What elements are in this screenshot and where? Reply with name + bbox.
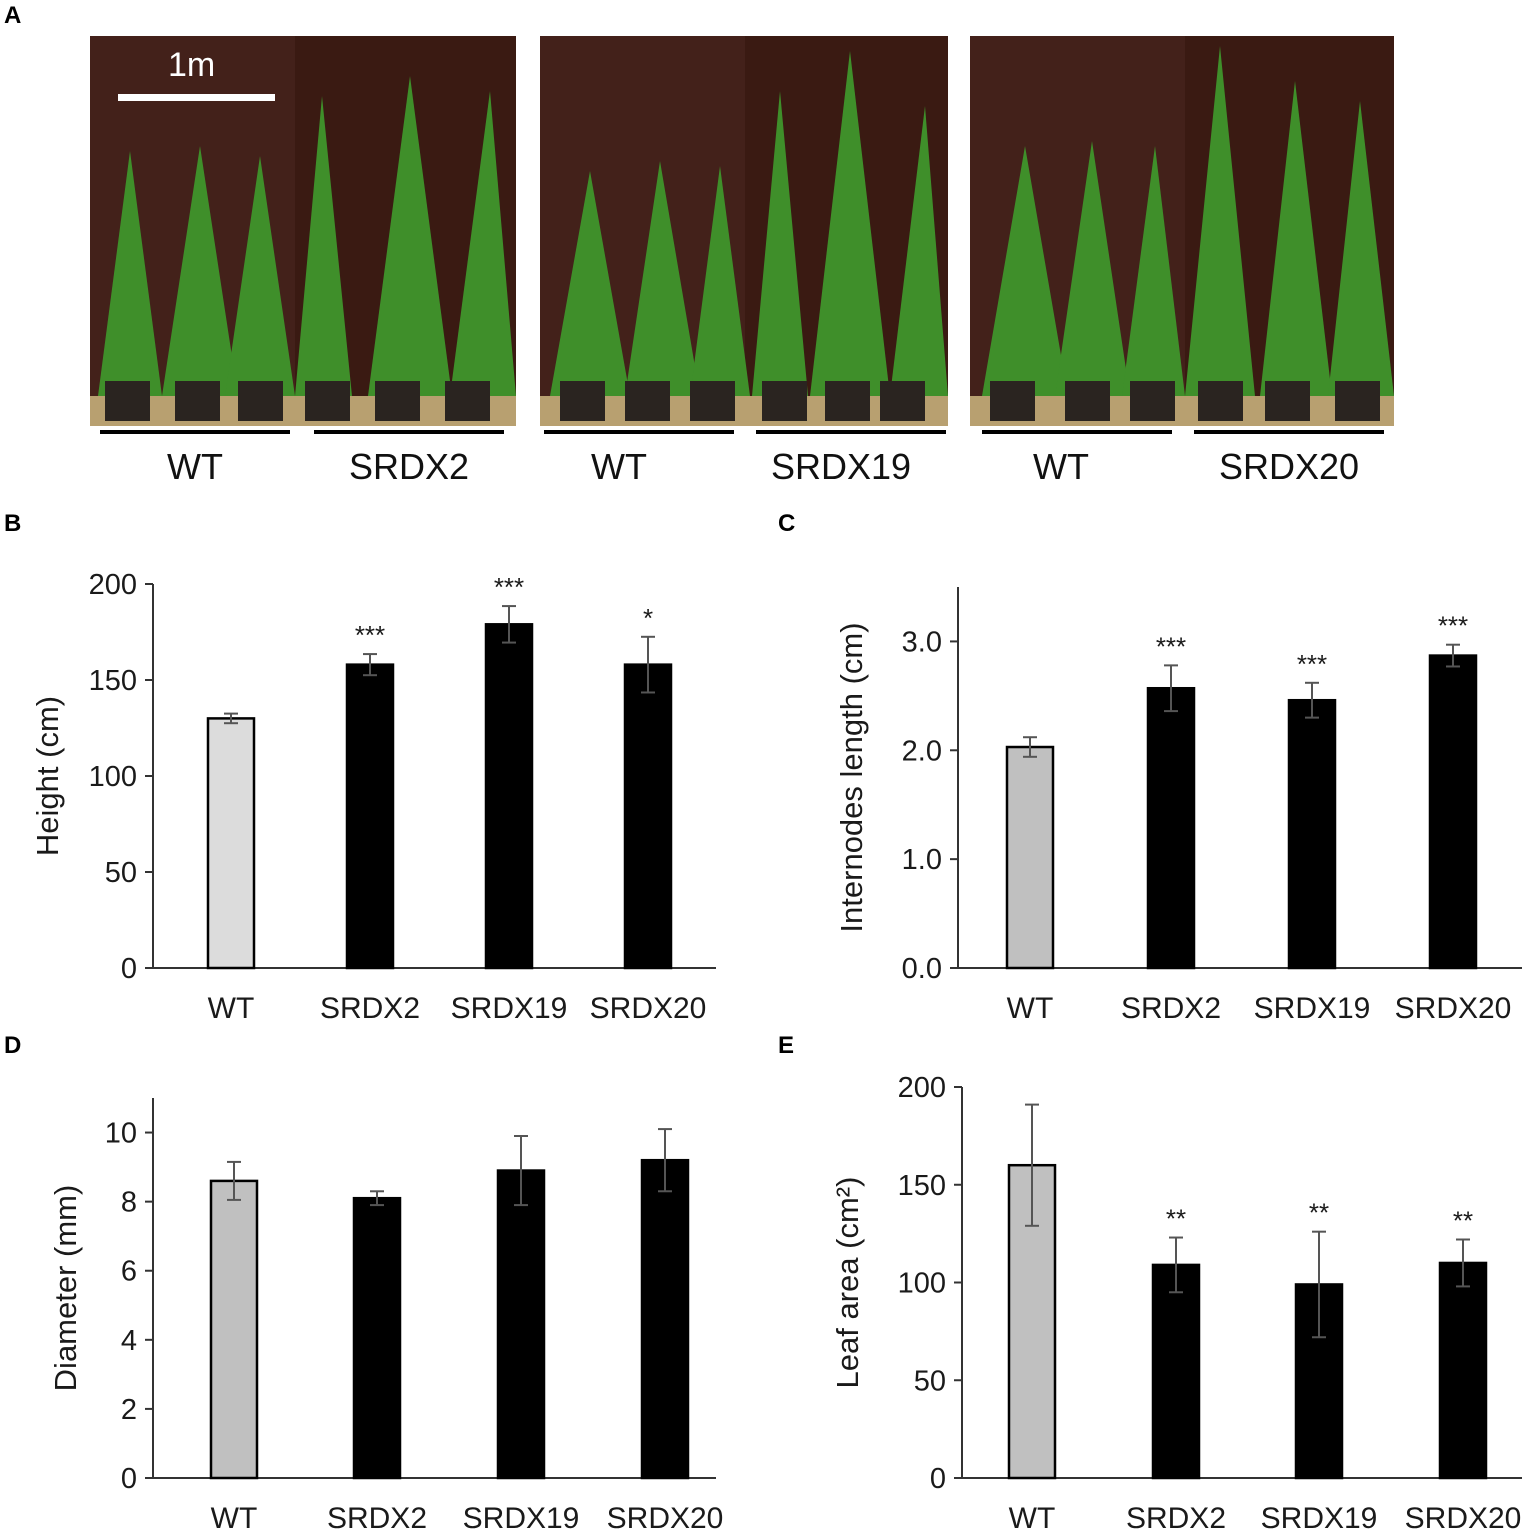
chart-b-significance: ***	[355, 620, 385, 650]
chart-e-category-label: WT	[1009, 1502, 1056, 1533]
chart-b-y-tick-label: 100	[89, 761, 137, 793]
chart-d-bar	[640, 1158, 690, 1480]
chart-c-bar	[1287, 698, 1337, 970]
chart-c-significance: ***	[1156, 631, 1186, 661]
chart-e-y-tick-label: 100	[898, 1268, 946, 1300]
group-label-srdx2: SRDX2	[348, 446, 470, 487]
chart-c-category-label: SRDX2	[1121, 992, 1221, 1025]
chart-e-significance: **	[1453, 1205, 1473, 1235]
chart-c-significance: ***	[1438, 611, 1468, 641]
chart-c-y-tick-label: 1.0	[902, 844, 942, 876]
chart-b-category-label: SRDX20	[590, 992, 707, 1025]
chart-c-category-label: WT	[1007, 992, 1054, 1025]
chart-e-significance: **	[1309, 1198, 1329, 1228]
chart-c-bar	[1146, 686, 1196, 970]
chart-d-y-tick-label: 0	[121, 1463, 137, 1495]
chart-e-y-tick-label: 50	[914, 1365, 946, 1397]
chart-c-bar	[1005, 745, 1055, 970]
chart-b-significance: ***	[494, 572, 524, 602]
chart-c-category-label: SRDX20	[1395, 992, 1512, 1025]
chart-c-y-tick-label: 0.0	[902, 953, 942, 985]
chart-b-bar	[345, 663, 395, 970]
chart-e-bar	[1438, 1261, 1488, 1480]
chart-b-y-tick-label: 0	[121, 953, 137, 985]
chart-e-category-label: SRDX20	[1405, 1502, 1522, 1533]
group-line-wt-2	[544, 430, 734, 434]
chart-e-category-label: SRDX19	[1261, 1502, 1378, 1533]
scale-bar	[118, 94, 275, 101]
chart-d-category-label: SRDX19	[463, 1502, 580, 1533]
chart-d-category-label: SRDX20	[607, 1502, 724, 1533]
chart-d-y-tick-label: 4	[121, 1325, 137, 1357]
plant-photo-srdx19	[540, 36, 948, 426]
group-line-srdx20	[1194, 430, 1384, 434]
chart-b-bar	[206, 717, 256, 970]
chart-c-bar	[1428, 654, 1478, 970]
chart-d-y-tick-label: 8	[121, 1187, 137, 1219]
chart-b-y-tick-label: 150	[89, 665, 137, 697]
panel-letter-e: E	[778, 1032, 795, 1059]
chart-e-significance: **	[1166, 1204, 1186, 1234]
group-label-wt-3: WT	[1033, 446, 1089, 487]
chart-b-bar	[623, 663, 673, 970]
group-line-wt-3	[982, 430, 1172, 434]
chart-d-bar	[209, 1179, 259, 1480]
chart-b-category-label: WT	[208, 992, 255, 1025]
chart-d-y-tick-label: 6	[121, 1256, 137, 1288]
chart-c-category-label: SRDX19	[1254, 992, 1371, 1025]
chart-d-bar	[352, 1196, 402, 1480]
chart-b-category-label: SRDX19	[451, 992, 568, 1025]
chart-c-y-tick-label: 3.0	[902, 626, 942, 658]
chart-e-category-label: SRDX2	[1126, 1502, 1226, 1533]
chart-b-y-tick-label: 200	[89, 569, 137, 601]
scale-label: 1m	[168, 46, 216, 84]
group-label-srdx19: SRDX19	[770, 446, 912, 487]
chart-b-y-label: Height (cm)	[30, 696, 65, 856]
group-line-srdx19	[756, 430, 946, 434]
chart-e-y-label: Leaf area (cm²)	[830, 1177, 865, 1389]
plant-photo-srdx2	[90, 36, 516, 426]
group-line-srdx2	[314, 430, 504, 434]
group-label-wt-1: WT	[167, 446, 223, 487]
group-label-wt-2: WT	[591, 446, 647, 487]
chart-d-y-tick-label: 10	[105, 1118, 137, 1150]
group-line-wt-1	[100, 430, 290, 434]
panel-letter-c: C	[778, 510, 796, 537]
chart-c-y-tick-label: 2.0	[902, 735, 942, 767]
chart-b-y-tick-label: 50	[105, 857, 137, 889]
chart-d-category-label: SRDX2	[327, 1502, 427, 1533]
panel-letter-a: A	[4, 2, 22, 29]
chart-d-y-label: Diameter (mm)	[48, 1185, 83, 1392]
chart-b-significance: *	[643, 603, 653, 633]
chart-d-bar	[496, 1169, 546, 1480]
chart-d-category-label: WT	[211, 1502, 258, 1533]
chart-c-significance: ***	[1297, 649, 1327, 679]
panel-letter-b: B	[4, 510, 22, 537]
chart-e-y-tick-label: 0	[930, 1463, 946, 1495]
group-label-srdx20: SRDX20	[1218, 446, 1360, 487]
chart-e-bar	[1151, 1263, 1201, 1480]
chart-e-y-tick-label: 150	[898, 1170, 946, 1202]
plant-photo-srdx20	[970, 36, 1394, 426]
chart-e-y-tick-label: 200	[898, 1072, 946, 1104]
chart-c-y-label: Internodes length (cm)	[834, 622, 869, 932]
panel-letter-d: D	[4, 1032, 22, 1059]
chart-b-category-label: SRDX2	[320, 992, 420, 1025]
chart-d-y-tick-label: 2	[121, 1394, 137, 1426]
chart-b-bar	[484, 623, 534, 970]
